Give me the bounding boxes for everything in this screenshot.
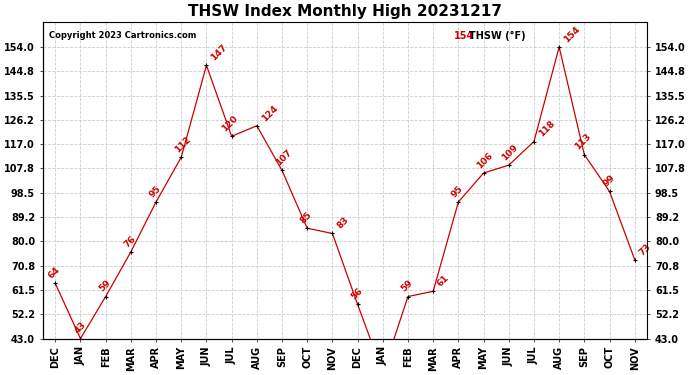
Text: 95: 95	[450, 184, 465, 199]
Text: 59: 59	[400, 279, 415, 294]
Point	[176, 154, 187, 160]
Text: 107: 107	[274, 148, 293, 168]
Text: 56: 56	[349, 286, 364, 302]
Text: 124: 124	[259, 103, 279, 123]
Text: 61: 61	[436, 273, 451, 288]
Text: 109: 109	[500, 143, 520, 162]
Point	[453, 199, 464, 205]
Text: 95: 95	[148, 184, 163, 199]
Point	[604, 189, 615, 195]
Point	[529, 138, 540, 144]
Text: 43: 43	[72, 321, 88, 336]
Point	[75, 336, 86, 342]
Text: 99: 99	[601, 173, 617, 189]
Text: 154: 154	[562, 24, 582, 44]
Text: 85: 85	[299, 210, 314, 225]
Title: THSW Index Monthly High 20231217: THSW Index Monthly High 20231217	[188, 4, 502, 19]
Point	[402, 294, 413, 300]
Point	[503, 162, 514, 168]
Point	[251, 123, 262, 129]
Text: 120: 120	[221, 114, 240, 134]
Point	[428, 288, 439, 294]
Point	[226, 133, 237, 139]
Point	[302, 225, 313, 231]
Text: 30: 30	[0, 374, 1, 375]
Text: 113: 113	[573, 132, 593, 152]
Text: 59: 59	[97, 279, 112, 294]
Text: 154: 154	[454, 31, 474, 41]
Text: 73: 73	[638, 242, 653, 257]
Point	[553, 44, 564, 50]
Text: Copyright 2023 Cartronics.com: Copyright 2023 Cartronics.com	[49, 31, 196, 40]
Point	[579, 152, 590, 157]
Point	[478, 170, 489, 176]
Point	[352, 302, 363, 307]
Text: 106: 106	[475, 151, 495, 170]
Text: 64: 64	[47, 266, 62, 280]
Point	[100, 294, 111, 300]
Point	[277, 167, 288, 173]
Text: 83: 83	[335, 216, 351, 231]
Point	[327, 231, 338, 237]
Text: 76: 76	[123, 234, 138, 249]
Text: 112: 112	[173, 135, 193, 154]
Point	[201, 62, 212, 68]
Point	[629, 257, 640, 263]
Text: THSW (°F): THSW (°F)	[469, 31, 526, 41]
Point	[377, 370, 388, 375]
Text: 147: 147	[209, 43, 229, 63]
Text: 118: 118	[537, 119, 556, 139]
Point	[126, 249, 137, 255]
Point	[150, 199, 161, 205]
Point	[50, 280, 61, 286]
